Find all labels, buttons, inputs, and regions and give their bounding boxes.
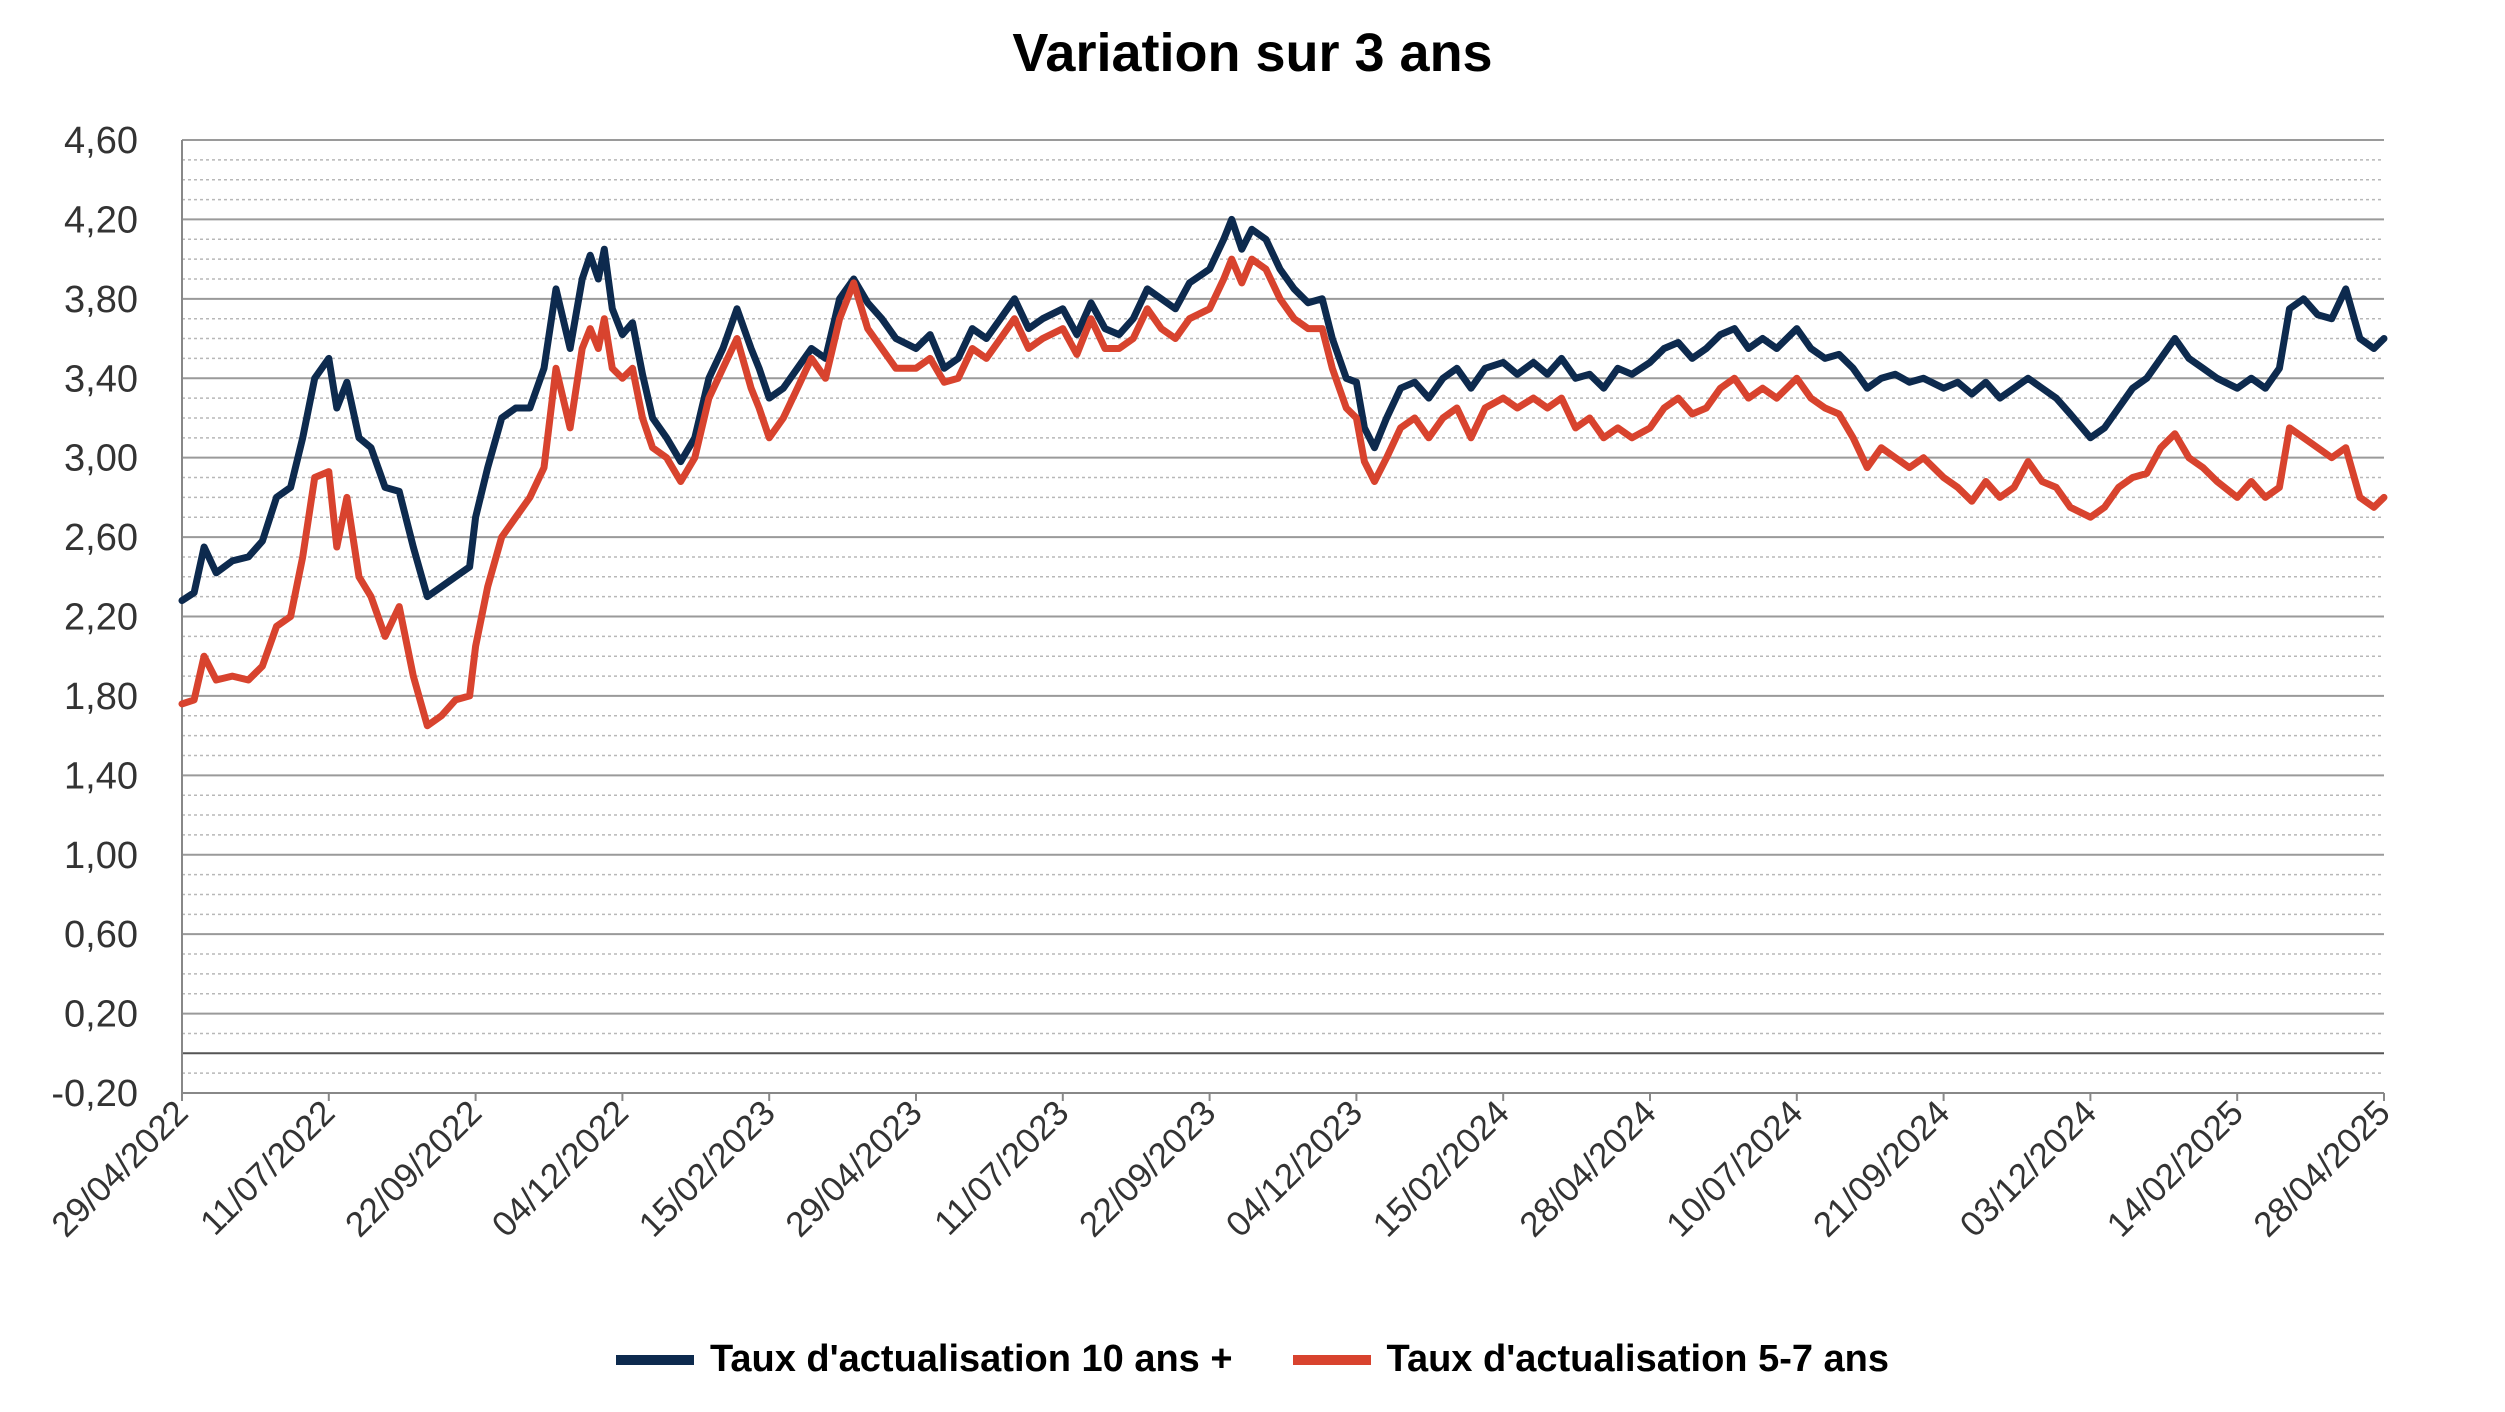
series-lines bbox=[178, 215, 2388, 730]
chart-title: Variation sur 3 ans bbox=[1012, 23, 1493, 83]
series-line-0 bbox=[178, 215, 2388, 605]
x-tick-label: 15/02/2024 bbox=[1365, 1093, 1516, 1244]
y-tick-label: 1,40 bbox=[64, 755, 138, 797]
y-tick-label: 1,80 bbox=[64, 676, 138, 718]
x-tick-label: 10/07/2024 bbox=[1659, 1093, 1810, 1244]
legend-item-10-ans: Taux d'actualisation 10 ans + bbox=[615, 1338, 1233, 1381]
x-tick-label: 21/09/2024 bbox=[1806, 1093, 1957, 1244]
legend: Taux d'actualisation 10 ans + Taux d'act… bbox=[0, 1338, 2505, 1381]
x-tick-label: 11/07/2023 bbox=[927, 1093, 1077, 1243]
y-tick-label: -0,20 bbox=[51, 1073, 138, 1115]
grid-lines bbox=[182, 139, 2384, 1094]
legend-label-10-ans: Taux d'actualisation 10 ans + bbox=[709, 1338, 1233, 1380]
y-tick-label: 3,00 bbox=[64, 438, 138, 480]
y-tick-label: 4,20 bbox=[64, 199, 138, 241]
y-tick-label: 0,20 bbox=[64, 994, 138, 1036]
legend-item-5-7-ans: Taux d'actualisation 5-7 ans bbox=[1292, 1338, 1890, 1381]
legend-label-5-7-ans: Taux d'actualisation 5-7 ans bbox=[1386, 1338, 1890, 1380]
x-tick-label: 29/04/2023 bbox=[778, 1093, 929, 1244]
legend-swatch-10-ans bbox=[615, 1354, 694, 1365]
x-tick-label: 15/02/2023 bbox=[631, 1093, 782, 1244]
x-tick-label: 28/04/2025 bbox=[2246, 1093, 2397, 1244]
y-tick-label: 3,80 bbox=[64, 279, 138, 321]
x-tick-label: 14/02/2025 bbox=[2099, 1093, 2250, 1244]
x-tick-label: 03/12/2024 bbox=[1953, 1093, 2104, 1244]
x-axis-tick-labels: 29/04/202211/07/202222/09/202204/12/2022… bbox=[44, 1093, 2398, 1245]
y-tick-label: 0,60 bbox=[64, 914, 138, 956]
y-axis-tick-labels: 4,60 4,20 3,80 3,40 3,00 2,60 2,20 1,80 1,40 1,00… bbox=[51, 120, 138, 1115]
x-tick-label: 29/04/2022 bbox=[44, 1093, 195, 1244]
x-tick-label: 11/07/2022 bbox=[193, 1093, 343, 1243]
series-line-1 bbox=[178, 255, 2388, 730]
x-tick-label: 28/04/2024 bbox=[1512, 1093, 1663, 1244]
y-tick-label: 2,60 bbox=[64, 517, 138, 559]
y-tick-label: 2,20 bbox=[64, 597, 138, 639]
y-tick-label: 1,00 bbox=[64, 835, 138, 877]
x-tick-label: 22/09/2022 bbox=[338, 1093, 489, 1244]
x-tick-label: 04/12/2022 bbox=[485, 1093, 636, 1244]
x-tick-label: 04/12/2023 bbox=[1219, 1093, 1370, 1244]
axes bbox=[181, 140, 2384, 1094]
y-tick-label: 3,40 bbox=[64, 358, 138, 400]
x-tick-label: 22/09/2023 bbox=[1072, 1093, 1223, 1244]
legend-swatch-5-7-ans bbox=[1292, 1354, 1371, 1365]
y-tick-label: 4,60 bbox=[64, 120, 138, 162]
